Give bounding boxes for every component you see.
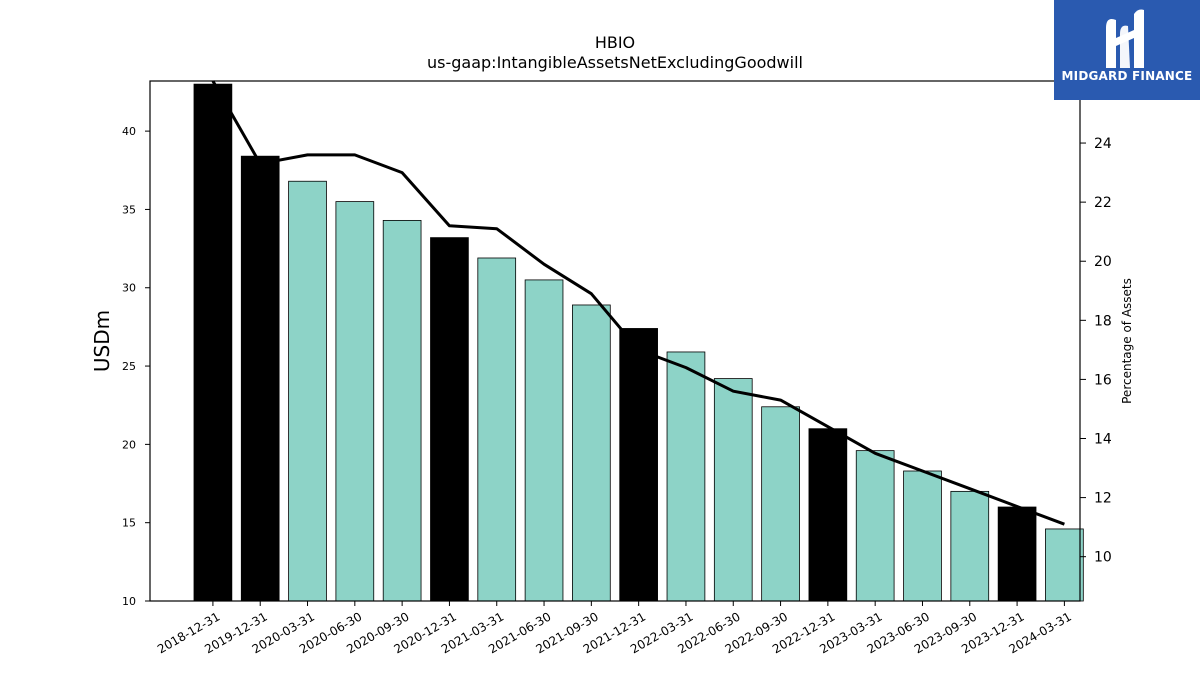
midgard-finance-logo: MIDGARD FINANCE — [1054, 0, 1200, 100]
bar-2023-09-30 — [950, 490, 990, 602]
y2-tick-label: 18 — [1094, 313, 1112, 329]
y-axis-label: USDm — [90, 310, 114, 372]
chart-title: HBIO — [595, 33, 635, 52]
y2-tick-label: 20 — [1094, 254, 1112, 270]
y2-tick-label: 10 — [1094, 550, 1112, 566]
y2-tick-label: 24 — [1094, 136, 1112, 152]
bar-2018-12-31 — [193, 83, 233, 602]
chart-subtitle: us-gaap:IntangibleAssetsNetExcludingGood… — [427, 53, 803, 72]
y-tick-label: 15 — [122, 517, 136, 530]
bar-2020-03-31 — [288, 180, 327, 602]
bar-2021-12-31 — [619, 328, 658, 602]
y-tick-label: 10 — [122, 595, 136, 608]
bar-2023-03-31 — [855, 450, 895, 602]
y-tick-label: 20 — [122, 438, 136, 451]
y2-tick-label: 14 — [1094, 432, 1112, 448]
right-axis-ticks: 10 12 14 16 18 20 22 24 — [1080, 136, 1112, 566]
bar-2022-03-31 — [666, 351, 706, 602]
midgard-logo-icon — [1106, 9, 1144, 68]
bar-2021-09-30 — [572, 304, 611, 602]
percentage-line — [211, 80, 1065, 526]
y-tick-label: 40 — [122, 125, 136, 138]
logo-brand-name: MIDGARD FINANCE — [1061, 69, 1193, 83]
y-tick-label: 35 — [122, 203, 136, 216]
bar-series — [193, 83, 1084, 602]
y-tick-label: 25 — [122, 360, 136, 373]
bar-2021-06-30 — [524, 279, 564, 602]
bar-2022-09-30 — [761, 406, 800, 602]
bar-2022-12-31 — [808, 428, 848, 602]
y2-tick-label: 22 — [1094, 195, 1112, 211]
bar-2020-12-31 — [430, 237, 469, 602]
bar-2022-06-30 — [713, 378, 753, 602]
y-tick-label: 30 — [122, 282, 136, 295]
bar-2020-09-30 — [382, 219, 422, 602]
bar-2019-12-31 — [240, 155, 280, 602]
y2-axis-label: Percentage of Assets — [1120, 278, 1134, 404]
bar-2024-03-31 — [1045, 528, 1084, 602]
left-axis-ticks: 10 15 20 25 30 35 40 — [122, 125, 150, 608]
bar-2023-06-30 — [903, 470, 942, 602]
x-axis-ticks: 2018-12-312019-12-312020-03-312020-06-30… — [155, 601, 1074, 656]
y2-tick-label: 16 — [1094, 372, 1112, 388]
y2-tick-label: 12 — [1094, 491, 1112, 507]
bar-2020-06-30 — [335, 201, 375, 602]
bar-2021-03-31 — [477, 257, 517, 602]
bar-2023-12-31 — [997, 506, 1037, 602]
plot-frame — [149, 80, 1081, 602]
